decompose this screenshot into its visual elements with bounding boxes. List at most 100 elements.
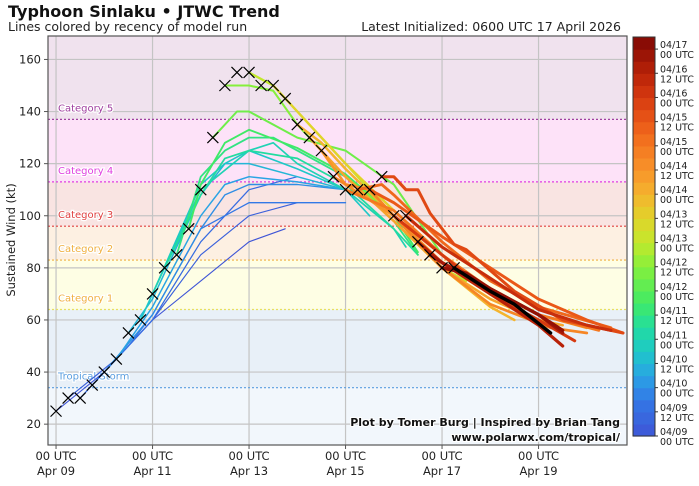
model-run-04-10-00: [103, 183, 347, 373]
colorbar-label-date: 04/16: [660, 64, 687, 75]
colorbar-label-date: 04/14: [660, 161, 687, 172]
category-label: Category 5: [58, 103, 113, 114]
x-tick-label-date: Apr 19: [519, 464, 557, 478]
colorbar-segment: [633, 182, 655, 195]
colorbar-label-time: 00 UTC: [660, 98, 694, 109]
colorbar-segment: [633, 73, 655, 86]
model-run-04-15-18: [380, 175, 625, 335]
best-track-x-marker: [62, 392, 75, 405]
best-track-x-marker: [448, 261, 461, 274]
y-tick-label: 20: [26, 417, 41, 431]
colorbar-segment: [633, 266, 655, 280]
y-tick-label: 120: [19, 157, 41, 171]
chart-title: Typhoon Sinlaku • JTWC Trend: [8, 2, 280, 21]
colorbar-segment: [633, 230, 655, 244]
colorbar-label-date: 04/15: [660, 113, 687, 124]
x-tick-label-time: 00 UTC: [35, 449, 76, 463]
best-track-x-marker: [351, 183, 364, 196]
colorbar-label-time: 12 UTC: [660, 74, 694, 85]
best-track-x-marker: [327, 170, 340, 183]
x-tick-label-time: 00 UTC: [132, 449, 173, 463]
category-label: Category 2: [58, 244, 113, 255]
colorbar-label-time: 12 UTC: [660, 364, 694, 375]
colorbar-segment: [633, 37, 655, 50]
colorbar-segment: [633, 339, 655, 352]
colorbar-segment: [633, 49, 655, 62]
colorbar-segment: [633, 278, 655, 292]
colorbar-label-time: 00 UTC: [660, 50, 694, 61]
colorbar-label-time: 00 UTC: [660, 292, 694, 303]
x-tick-label-date: Apr 15: [326, 464, 364, 478]
colorbar-segment: [633, 411, 655, 425]
colorbar-segment: [633, 315, 655, 328]
colorbar-label-date: 04/12: [660, 258, 687, 269]
colorbar-segment: [633, 423, 655, 437]
best-track-x-marker: [255, 79, 268, 92]
colorbar-label-date: 04/09: [660, 403, 687, 414]
best-track-x-marker: [267, 79, 280, 92]
colorbar-segment: [633, 170, 655, 183]
colorbar-segment: [633, 303, 655, 316]
colorbar-segment: [633, 85, 655, 99]
best-track-x-marker: [182, 222, 195, 235]
y-tick-label: 160: [19, 52, 41, 66]
best-track-x-marker: [231, 66, 243, 79]
colorbar-label-date: 04/14: [660, 185, 687, 196]
colorbar-segment: [633, 375, 655, 389]
band-category-2: [48, 226, 627, 261]
model-run-04-09-06: [67, 202, 298, 399]
grid-lines: [48, 36, 627, 445]
best-track-x-marker: [110, 353, 123, 365]
colorbar-label-date: 04/15: [660, 137, 687, 148]
best-track-x-marker: [98, 366, 111, 378]
colorbar-frame: [632, 36, 656, 437]
best-track-x-marker: [218, 79, 231, 92]
x-tick-label-date: Apr 13: [230, 464, 268, 478]
colorbar-segment: [633, 218, 655, 232]
category-label: Category 3: [58, 210, 113, 221]
colorbar-label-date: 04/09: [660, 427, 687, 438]
best-track-x-marker: [375, 170, 388, 183]
colorbar-segment: [633, 194, 655, 207]
colorbar-label-date: 04/10: [660, 354, 687, 365]
x-tick-label-date: Apr 17: [423, 464, 461, 478]
y-tick-label: 60: [26, 313, 41, 327]
colorbar-segment: [633, 363, 655, 377]
colorbar-segment: [633, 399, 655, 413]
colorbar-label-time: 12 UTC: [660, 413, 694, 424]
y-axis: 20 40 60 80 100 120 140 160: [19, 52, 48, 431]
plot-frame: [47, 35, 628, 446]
best-track-x-marker: [206, 131, 219, 144]
best-track-x-marker: [170, 248, 183, 261]
colorbar-segment: [633, 157, 655, 171]
colorbar-segment: [633, 290, 655, 304]
colorbar-segment: [633, 97, 655, 111]
colorbar-label-date: 04/11: [660, 306, 687, 317]
colorbar-label-time: 12 UTC: [660, 316, 694, 327]
colorbar-segment: [633, 206, 655, 219]
colorbar-label-date: 04/13: [660, 234, 687, 245]
model-run-04-12-06: [211, 110, 444, 256]
model-run-04-16-06: [404, 214, 613, 332]
chart-subtitle: Lines colored by recency of model run: [8, 19, 247, 34]
model-run-04-17-06: [452, 266, 553, 335]
colorbar-label-time: 00 UTC: [660, 340, 694, 351]
band-below-tropical-storm: [48, 387, 627, 445]
category-bands: [48, 36, 627, 445]
model-run-04-15-12: [368, 188, 625, 335]
best-track-x-marker: [243, 66, 255, 79]
best-track-x-marker: [363, 183, 376, 196]
x-tick-label-date: Apr 09: [37, 464, 75, 478]
colorbar-segment: [633, 145, 655, 159]
colorbar-segment: [633, 133, 655, 147]
best-track-x-marker: [424, 248, 436, 261]
colorbar-label-time: 00 UTC: [660, 389, 694, 400]
band-tropical-storm: [48, 309, 627, 388]
category-label: Category 4: [58, 166, 113, 177]
model-run-04-10-06: [115, 175, 347, 360]
model-run-04-11-06: [163, 149, 419, 269]
colorbar-label-time: 00 UTC: [660, 147, 694, 158]
colorbar-label-date: 04/16: [660, 88, 687, 99]
colorbar-label-time: 12 UTC: [660, 171, 694, 182]
